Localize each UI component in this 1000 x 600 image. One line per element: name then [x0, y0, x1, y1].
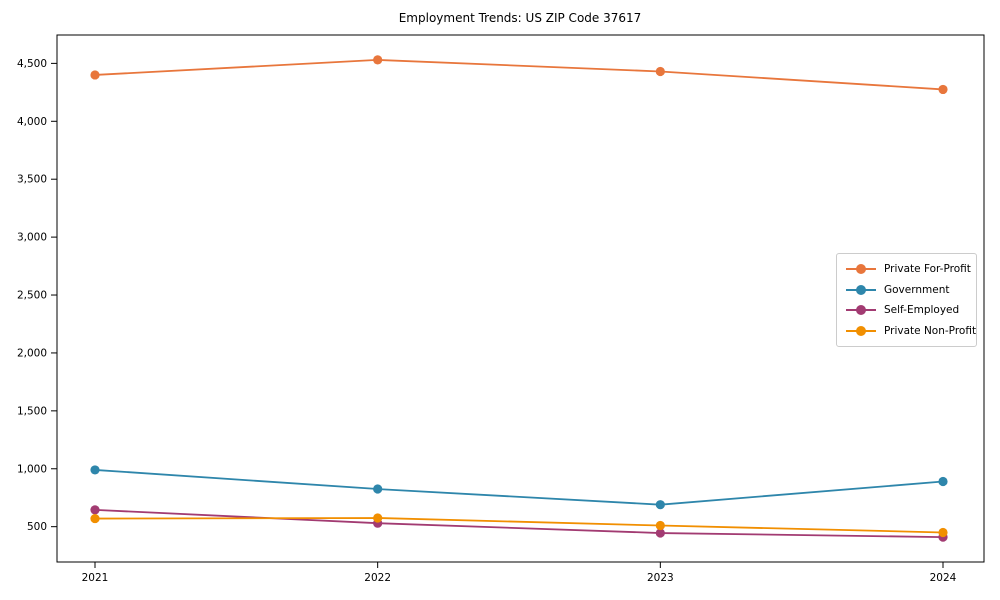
legend-label: Private For-Profit — [884, 263, 971, 276]
legend-marker-icon — [846, 264, 876, 275]
legend: Private For-Profit Government Self-Employe… — [836, 253, 977, 347]
x-tick-label: 2024 — [930, 572, 957, 584]
legend-label: Government — [884, 283, 950, 296]
data-point-government-2022 — [373, 484, 383, 494]
plot-frame — [56, 34, 985, 563]
y-tick-label: 3,500 — [17, 174, 47, 186]
series-line-private-for-profit — [94, 59, 944, 91]
data-point-self-employed-2021 — [90, 505, 100, 515]
x-tick-label: 2021 — [82, 572, 109, 584]
legend-item: Government — [846, 280, 970, 301]
series-line-government — [94, 469, 944, 506]
y-tick-label: 1,500 — [17, 405, 47, 417]
y-tick-label: 500 — [27, 521, 47, 533]
chart-title: Employment Trends: US ZIP Code 37617 — [398, 11, 642, 25]
data-point-government-2024 — [938, 476, 948, 487]
series-line-self-employed — [94, 508, 944, 538]
legend-marker-icon — [846, 305, 876, 316]
data-point-private-for-profit-2022 — [373, 55, 383, 65]
data-point-private-non-profit-2024 — [938, 527, 948, 538]
data-point-private-non-profit-2022 — [373, 513, 383, 523]
legend-marker-icon — [846, 325, 876, 336]
y-tick-label: 2,000 — [17, 347, 47, 359]
legend-item: Private Non-Profit — [846, 321, 976, 342]
data-point-private-for-profit-2024 — [938, 84, 948, 95]
legend-label: Private Non-Profit — [884, 324, 977, 337]
data-point-government-2021 — [90, 465, 100, 475]
data-point-private-non-profit-2023 — [655, 520, 665, 531]
y-tick-label: 4,500 — [17, 58, 47, 70]
x-tick-label: 2022 — [364, 572, 391, 584]
legend-item: Private For-Profit — [846, 259, 971, 280]
y-tick-label: 2,500 — [17, 290, 47, 302]
data-point-self-employed-2023 — [655, 528, 665, 538]
series-line-private-non-profit — [94, 517, 944, 534]
legend-item: Self-Employed — [846, 300, 970, 321]
legend-label: Self-Employed — [884, 304, 960, 317]
data-point-private-for-profit-2021 — [90, 70, 100, 80]
data-point-private-for-profit-2023 — [655, 66, 665, 77]
legend-marker-icon — [846, 284, 876, 295]
y-tick-label: 3,000 — [17, 232, 47, 244]
y-tick-label: 4,000 — [17, 116, 47, 128]
y-tick-label: 1,000 — [17, 463, 47, 475]
data-point-private-non-profit-2021 — [90, 513, 100, 524]
x-tick-label: 2023 — [647, 572, 674, 584]
data-point-government-2023 — [655, 500, 665, 510]
